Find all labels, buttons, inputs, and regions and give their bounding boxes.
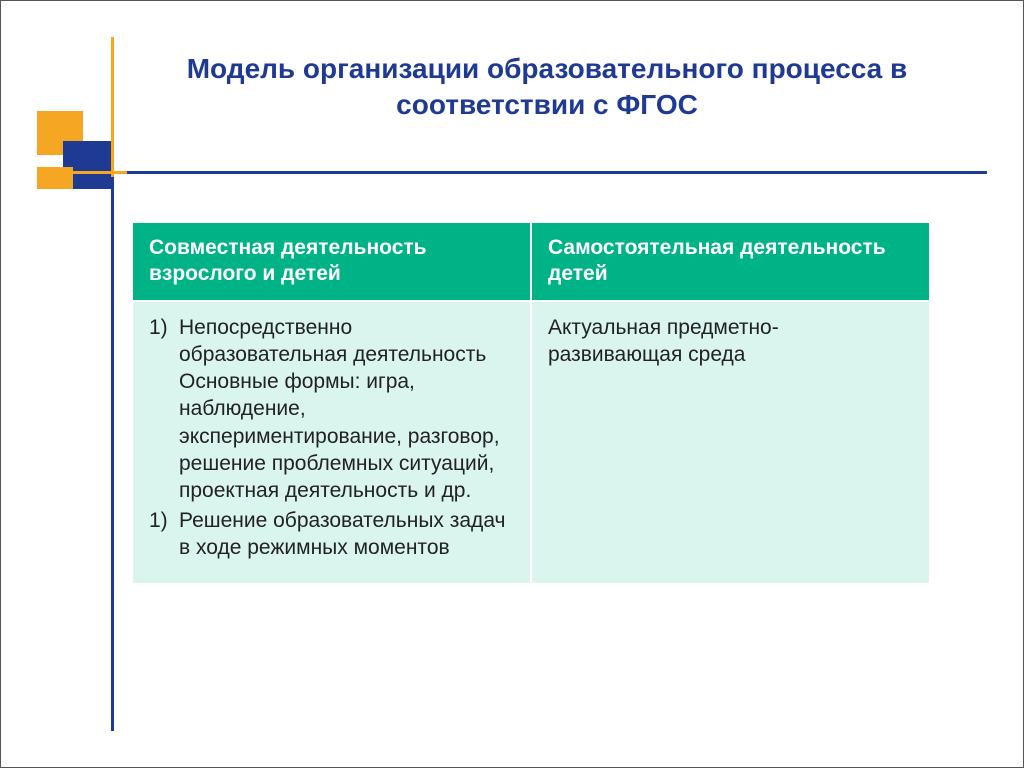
vertical-rule-accent [111, 37, 114, 177]
horizontal-rule [37, 171, 987, 174]
list-item: 1) Непосредственно образовательная деяте… [149, 314, 514, 505]
table-header-col1: Совместная деятельность взрослого и дете… [132, 222, 531, 301]
list-item: 1) Решение образовательных задач в ходе … [149, 507, 514, 562]
model-table: Совместная деятельность взрослого и дете… [131, 221, 931, 585]
list-item-number: 1) [149, 507, 179, 562]
list-item-number: 1) [149, 314, 179, 505]
table-cell-col2: Актуальная предметно-развивающая среда [531, 301, 930, 585]
list-item-text: Решение образовательных задач в ходе реж… [179, 507, 514, 562]
table-header-col2: Самостоятельная деятельность детей [531, 222, 930, 301]
table-cell-col1: 1) Непосредственно образовательная деяте… [132, 301, 531, 585]
slide: Модель организации образовательного проц… [0, 0, 1024, 768]
slide-title: Модель организации образовательного проц… [151, 51, 943, 124]
list-item-text: Непосредственно образовательная деятельн… [179, 314, 514, 505]
col1-list: 1) Непосредственно образовательная деяте… [149, 314, 514, 562]
